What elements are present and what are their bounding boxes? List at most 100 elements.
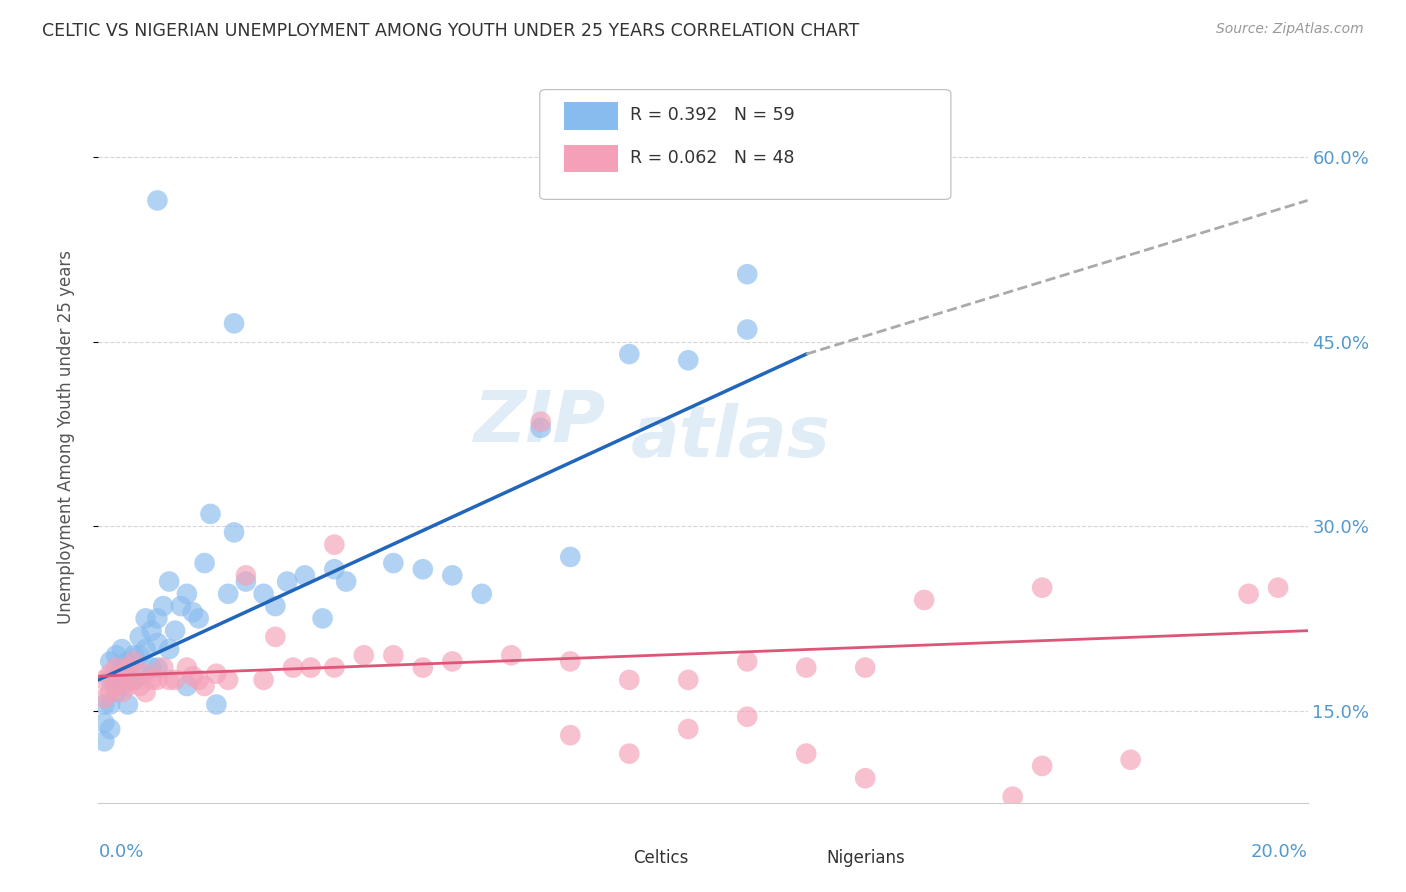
Text: Celtics: Celtics <box>633 848 689 867</box>
Point <box>176 660 198 674</box>
Point <box>135 666 157 681</box>
Point <box>323 538 346 552</box>
Point <box>135 685 157 699</box>
Point <box>1031 581 1053 595</box>
Point <box>735 655 758 669</box>
Point <box>98 685 121 699</box>
Point <box>111 679 134 693</box>
Point <box>1237 587 1260 601</box>
Point <box>1119 753 1142 767</box>
Y-axis label: Unemployment Among Youth under 25 years: Unemployment Among Youth under 25 years <box>56 250 75 624</box>
Point <box>98 673 121 687</box>
Point <box>128 648 150 663</box>
Point <box>157 642 180 657</box>
Point <box>187 673 209 687</box>
Text: 0.0%: 0.0% <box>98 843 143 861</box>
Text: 20.0%: 20.0% <box>1251 843 1308 861</box>
Point <box>98 698 121 712</box>
Point <box>794 660 817 674</box>
Point <box>157 673 180 687</box>
Point <box>678 353 700 368</box>
Point <box>122 655 145 669</box>
Bar <box>582 846 624 871</box>
Point <box>194 556 217 570</box>
Point <box>157 574 180 589</box>
Point <box>382 556 405 570</box>
Point <box>176 587 198 601</box>
Point <box>122 673 145 687</box>
Point <box>165 673 187 687</box>
Point <box>117 673 139 687</box>
Point <box>222 317 245 331</box>
Point <box>412 562 434 576</box>
Point <box>170 599 193 613</box>
Point <box>1001 789 1024 804</box>
Point <box>117 655 139 669</box>
Point <box>181 669 204 683</box>
Point <box>678 722 700 736</box>
Point <box>471 587 494 601</box>
Point <box>98 666 121 681</box>
Point <box>323 660 346 674</box>
Point <box>311 611 333 625</box>
Point <box>141 660 163 674</box>
Point <box>93 698 115 712</box>
Point <box>299 660 322 674</box>
Point <box>93 734 115 748</box>
Point <box>353 648 375 663</box>
Point <box>560 549 582 564</box>
Bar <box>564 102 619 130</box>
Point <box>441 568 464 582</box>
Point <box>93 691 115 706</box>
Point <box>235 574 257 589</box>
Text: Nigerians: Nigerians <box>827 848 905 867</box>
Point <box>235 568 257 582</box>
Point <box>146 673 169 687</box>
Point <box>530 415 553 429</box>
Point <box>441 655 464 669</box>
Point <box>276 574 298 589</box>
Point <box>141 673 163 687</box>
Point <box>187 611 209 625</box>
Point <box>146 636 169 650</box>
Point <box>117 679 139 693</box>
Point <box>382 648 405 663</box>
Point <box>252 673 274 687</box>
Point <box>194 679 217 693</box>
Point <box>281 660 304 674</box>
Point <box>1031 759 1053 773</box>
Point <box>122 648 145 663</box>
Point <box>619 747 641 761</box>
Point <box>111 666 134 681</box>
Bar <box>564 145 619 172</box>
Text: ZIP: ZIP <box>474 388 606 457</box>
Point <box>146 660 169 674</box>
Point <box>152 599 174 613</box>
Point <box>735 322 758 336</box>
Point <box>217 587 239 601</box>
Bar <box>776 846 818 871</box>
Point <box>252 587 274 601</box>
Point <box>853 660 876 674</box>
Point <box>560 655 582 669</box>
Text: R = 0.062   N = 48: R = 0.062 N = 48 <box>630 149 794 167</box>
Point <box>853 771 876 785</box>
Point <box>735 267 758 281</box>
Point <box>530 421 553 435</box>
Point <box>141 624 163 638</box>
Point <box>117 660 139 674</box>
Point <box>128 666 150 681</box>
FancyBboxPatch shape <box>540 90 950 200</box>
Point <box>111 685 134 699</box>
Point <box>105 660 128 674</box>
Point <box>678 673 700 687</box>
Point <box>205 698 228 712</box>
Point <box>135 611 157 625</box>
Point <box>735 710 758 724</box>
Point <box>146 611 169 625</box>
Point <box>122 673 145 687</box>
Point <box>98 655 121 669</box>
Point <box>912 593 935 607</box>
Point <box>501 648 523 663</box>
Point <box>105 679 128 693</box>
